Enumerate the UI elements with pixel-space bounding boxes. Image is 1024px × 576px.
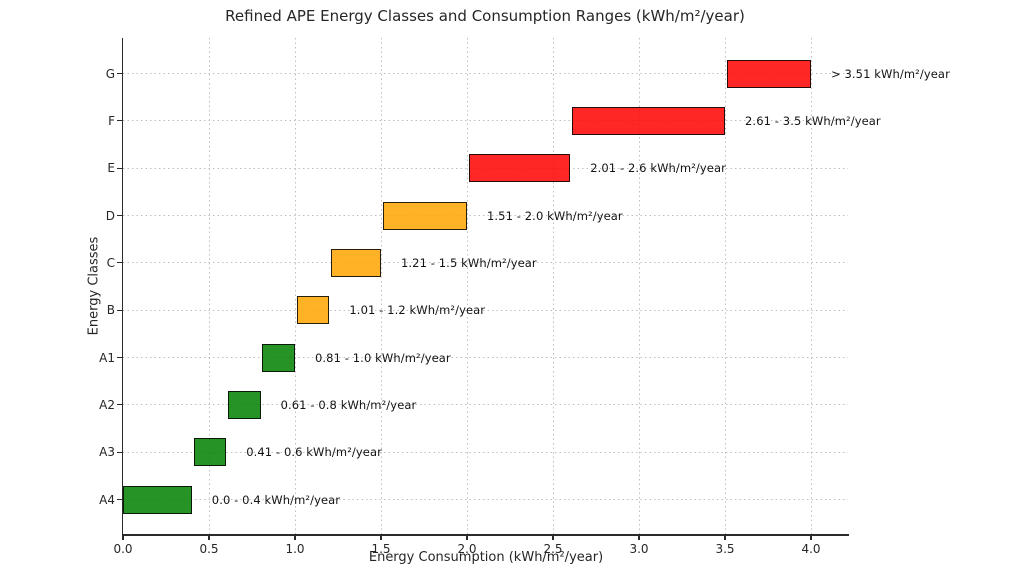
x-tick-mark (466, 535, 468, 541)
horizontal-gridline (123, 499, 848, 500)
x-tick-mark (294, 535, 296, 541)
bar-F (571, 106, 725, 135)
x-tick-label: 2.5 (543, 542, 563, 556)
bar-annotation-A4: 0.0 - 0.4 kWh/m²/year (211, 492, 341, 507)
y-tick-mark (117, 262, 123, 264)
bar-A2 (227, 390, 261, 419)
x-tick-mark (380, 535, 382, 541)
y-tick-mark (117, 214, 123, 217)
y-tick-label: D (105, 208, 115, 223)
y-tick-label: B (106, 303, 115, 318)
vertical-gridline (638, 38, 640, 535)
horizontal-gridline (123, 120, 848, 122)
x-tick-label: 2.0 (457, 542, 477, 556)
y-tick-label: C (106, 255, 115, 270)
y-tick-label: E (107, 161, 115, 176)
x-axis-line (121, 534, 849, 536)
bar-annotation-B: 1.01 - 1.2 kWh/m²/year (349, 303, 486, 318)
bar-A4 (123, 485, 192, 514)
y-tick-label: A1 (99, 350, 115, 365)
y-tick-label: A4 (99, 492, 115, 507)
x-tick-label: 4.0 (801, 542, 821, 556)
y-tick-mark (117, 72, 123, 75)
vertical-gridline (810, 38, 812, 535)
y-tick-mark (117, 451, 123, 453)
vertical-gridline (294, 38, 296, 535)
bar-annotation-F: 2.61 - 3.5 kWh/m²/year (745, 113, 881, 128)
y-tick-mark (117, 498, 123, 501)
bar-D (382, 201, 467, 230)
x-tick-mark (810, 535, 812, 541)
y-tick-mark (117, 120, 123, 122)
horizontal-gridline (123, 451, 848, 453)
x-tick-mark (724, 535, 726, 541)
bar-annotation-E: 2.01 - 2.6 kWh/m²/year (590, 161, 726, 176)
y-tick-mark (117, 167, 123, 169)
x-tick-label: 1.0 (285, 542, 305, 556)
vertical-gridline (380, 38, 382, 535)
y-tick-label: F (108, 113, 115, 128)
x-axis-label: Energy Consumption (kWh/m²/year) (368, 550, 604, 565)
bar-G (726, 59, 812, 88)
x-tick-label: 0.5 (199, 542, 219, 556)
vertical-gridline (552, 38, 554, 535)
y-tick-mark (117, 404, 123, 406)
bar-annotation-A1: 0.81 - 1.0 kWh/m²/year (315, 350, 451, 365)
bar-A1 (262, 343, 295, 372)
vertical-gridline (208, 38, 210, 535)
bar-E (468, 154, 571, 183)
bar-A3 (193, 438, 227, 467)
y-tick-label: A2 (99, 397, 115, 412)
x-tick-label: 0.0 (113, 542, 133, 556)
y-axis-label: Energy Classes (86, 236, 102, 336)
x-tick-mark (122, 535, 124, 541)
bar-annotation-D: 1.51 - 2.0 kWh/m²/year (487, 208, 623, 223)
x-tick-label: 3.5 (715, 542, 735, 556)
horizontal-gridline (123, 73, 848, 74)
x-tick-mark (638, 535, 640, 541)
horizontal-gridline (123, 404, 848, 406)
y-tick-label: A3 (99, 445, 115, 460)
vertical-gridline (724, 38, 726, 535)
x-tick-label: 1.5 (371, 542, 391, 556)
x-tick-mark (208, 535, 210, 541)
vertical-gridline (466, 38, 468, 535)
bar-annotation-G: > 3.51 kWh/m²/year (831, 66, 950, 81)
y-tick-mark (117, 309, 123, 311)
bar-B (296, 296, 330, 325)
x-tick-label: 3.0 (629, 542, 649, 556)
horizontal-gridline (123, 215, 848, 216)
y-tick-mark (117, 356, 123, 359)
chart-title: Refined APE Energy Classes and Consumpti… (225, 7, 745, 25)
bar-C (331, 248, 381, 277)
bar-annotation-C: 1.21 - 1.5 kWh/m²/year (401, 255, 537, 270)
x-tick-mark (552, 535, 554, 541)
horizontal-gridline (123, 262, 848, 264)
bar-annotation-A2: 0.61 - 0.8 kWh/m²/year (280, 397, 417, 412)
horizontal-gridline (123, 357, 848, 358)
bar-annotation-A3: 0.41 - 0.6 kWh/m²/year (246, 445, 382, 460)
y-tick-label: G (105, 66, 115, 81)
horizontal-gridline (123, 309, 848, 311)
y-axis-line (121, 38, 124, 535)
